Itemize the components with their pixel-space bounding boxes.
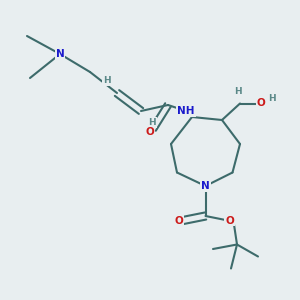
Text: N: N <box>201 181 210 191</box>
Text: H: H <box>148 118 156 127</box>
Text: H: H <box>268 94 275 103</box>
Text: N: N <box>56 49 64 59</box>
Text: O: O <box>146 127 154 137</box>
Text: O: O <box>174 215 183 226</box>
Text: O: O <box>225 215 234 226</box>
Text: H: H <box>234 87 242 96</box>
Text: O: O <box>256 98 266 109</box>
Text: NH: NH <box>177 106 195 116</box>
Text: H: H <box>103 76 110 85</box>
